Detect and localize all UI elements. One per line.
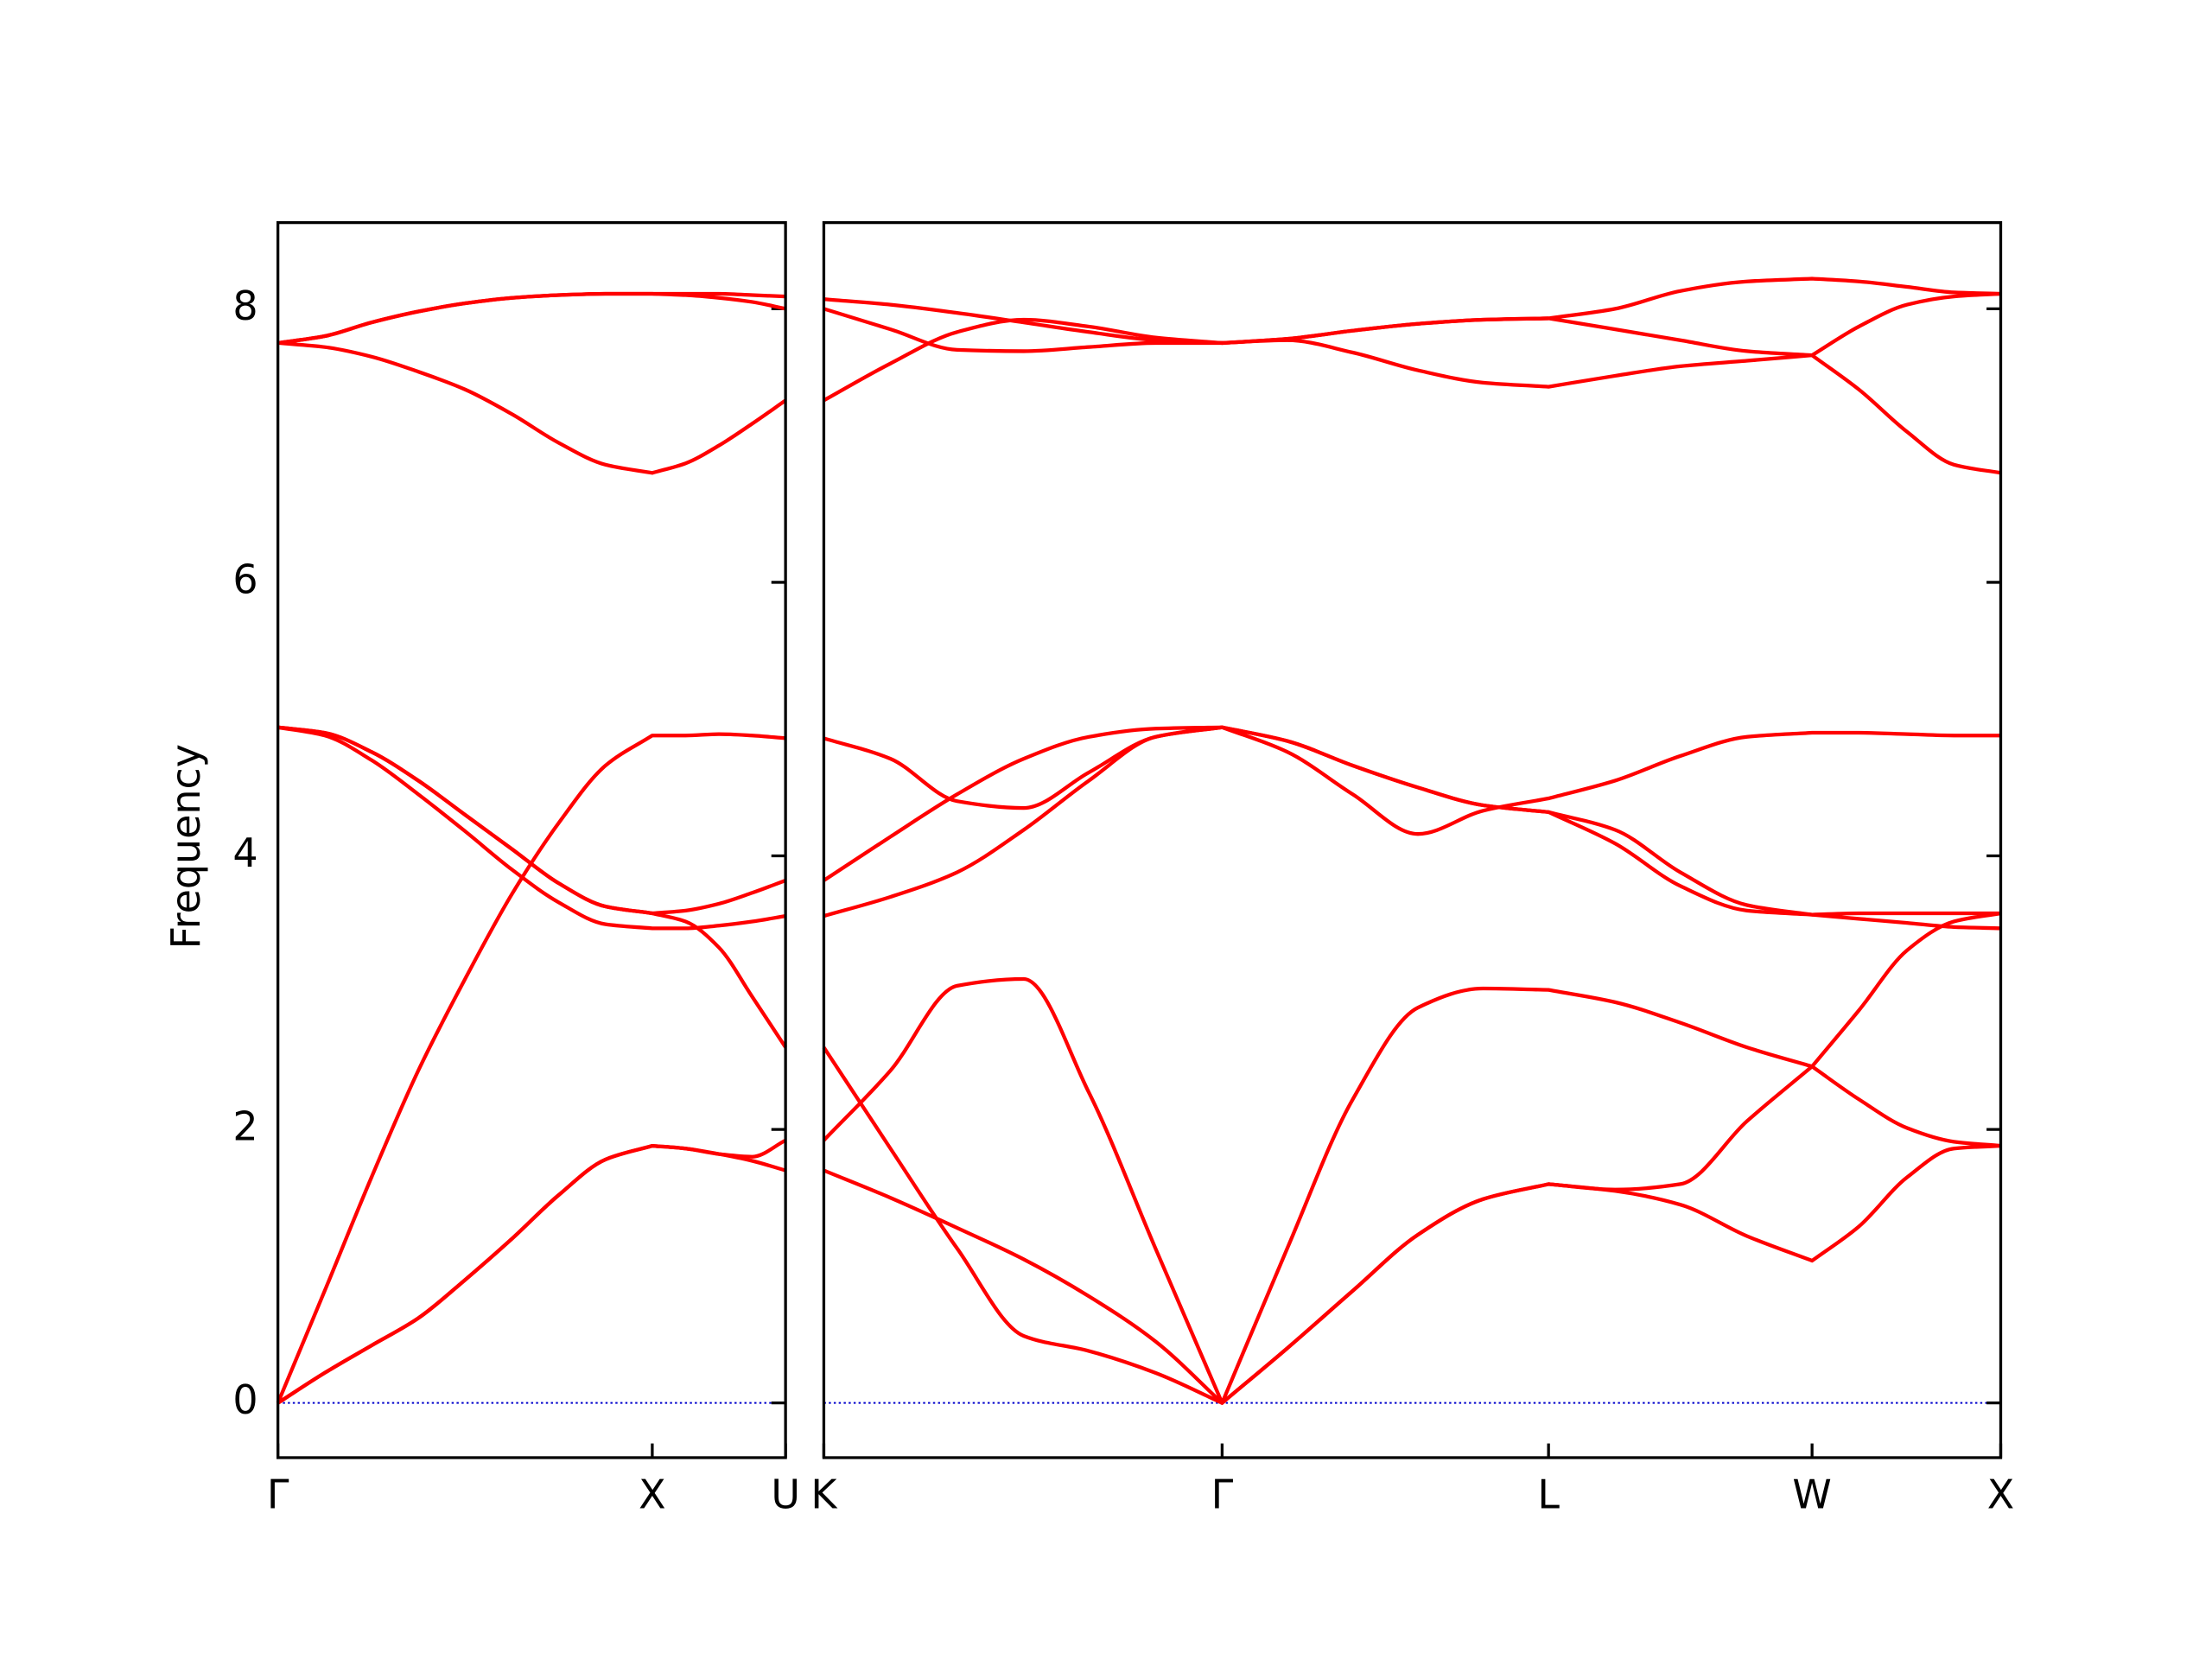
plot-frame <box>822 221 2003 1459</box>
y-tick-label: 4 <box>232 830 257 876</box>
band-line <box>277 340 787 475</box>
band-line <box>277 291 786 346</box>
band-line <box>822 911 2001 1405</box>
band-line <box>276 732 786 1404</box>
x-tick-label: K <box>810 1471 838 1517</box>
x-tick-label: X <box>639 1471 665 1517</box>
x-tick-label: X <box>1987 1471 2014 1517</box>
x-tick-label: U <box>771 1471 800 1517</box>
y-tick-label: 2 <box>232 1103 257 1150</box>
x-tick-label: Γ <box>1211 1471 1234 1517</box>
band-line <box>822 976 2001 1405</box>
plot-frame <box>276 221 787 1459</box>
x-tick-label: Γ <box>267 1471 289 1517</box>
x-tick-label: W <box>1792 1471 1831 1517</box>
band-line <box>277 725 786 931</box>
y-axis-label: Frequency <box>162 744 209 949</box>
band-line <box>823 291 2001 403</box>
band-line <box>276 1138 787 1405</box>
y-tick-label: 0 <box>232 1376 257 1423</box>
band-line <box>823 725 2001 918</box>
y-tick-label: 8 <box>232 283 257 329</box>
y-tick-label: 6 <box>232 556 257 602</box>
band-line <box>823 307 2001 475</box>
band-line <box>823 725 2001 931</box>
band-line <box>277 725 787 1049</box>
x-tick-label: L <box>1537 1471 1560 1517</box>
